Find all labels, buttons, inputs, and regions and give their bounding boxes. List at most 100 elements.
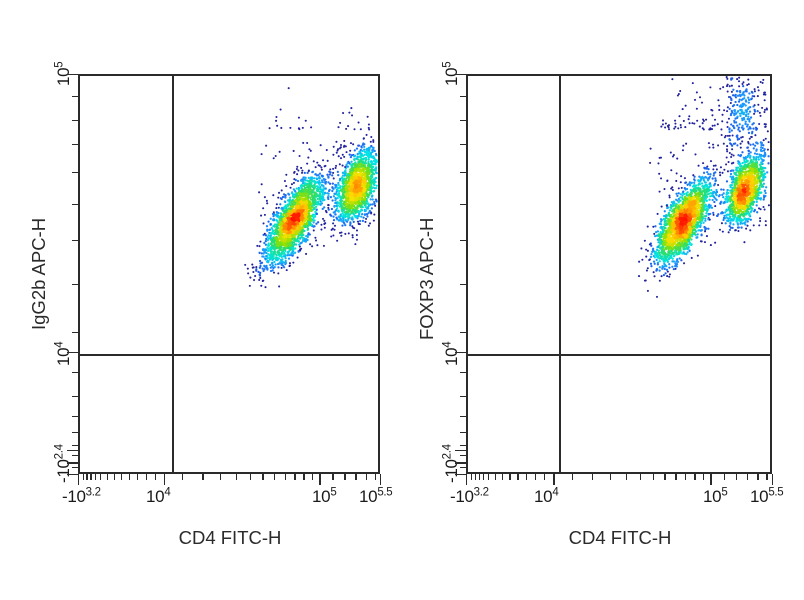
- x-axis-minor-tick: [478, 474, 480, 480]
- y-axis-minor-tick: [72, 240, 78, 242]
- y-axis-minor-tick: [72, 96, 78, 98]
- y-axis-major-tick: [67, 449, 78, 452]
- x-axis-minor-tick: [702, 474, 705, 480]
- y-axis-minor-tick: [460, 120, 466, 122]
- y-axis-minor-tick: [460, 454, 466, 457]
- x-axis-minor-tick: [664, 474, 666, 480]
- x-axis-minor-tick: [509, 474, 511, 480]
- x-axis-minor-tick: [534, 474, 537, 480]
- x-axis-minor-tick: [652, 474, 654, 480]
- y-axis-minor-tick: [460, 396, 466, 398]
- x-axis-minor-tick: [571, 474, 573, 480]
- x-axis-minor-tick: [303, 474, 305, 480]
- x-axis-minor-tick: [694, 474, 696, 480]
- y-axis-minor-tick: [460, 144, 466, 146]
- x-axis-minor-tick: [502, 474, 504, 480]
- x-axis-minor-tick: [355, 474, 357, 480]
- x-axis-minor-tick: [182, 474, 184, 480]
- scatter-plot-area-left[interactable]: [78, 74, 380, 474]
- y-axis-minor-tick: [72, 372, 78, 374]
- y-axis-minor-tick: [72, 396, 78, 398]
- y-axis-minor-tick: [460, 172, 466, 174]
- y-axis-minor-tick: [72, 432, 78, 434]
- y-axis-minor-tick: [460, 332, 466, 334]
- x-axis-minor-tick: [482, 474, 485, 480]
- y-axis-major-tick: [455, 73, 466, 76]
- x-tick-label-right-1e5: 105: [703, 486, 728, 506]
- y-axis-minor-tick: [72, 204, 78, 206]
- x-axis-minor-tick: [474, 474, 476, 480]
- x-axis-minor-tick: [470, 474, 472, 480]
- x-axis-minor-tick: [235, 474, 237, 480]
- x-axis-minor-tick: [757, 474, 759, 480]
- scatter-dots-left: [244, 87, 378, 289]
- y-axis-minor-tick: [460, 96, 466, 98]
- x-axis-major-tick: [379, 474, 382, 485]
- x-axis-minor-tick: [262, 474, 264, 480]
- y-axis-minor-tick: [72, 467, 78, 469]
- y-tick-label-left-1e4: 104: [53, 341, 73, 366]
- x-tick-label-left-1e5.5: 105.5: [359, 486, 393, 506]
- x-axis-minor-tick: [592, 474, 594, 480]
- x-axis-minor-tick: [495, 474, 497, 480]
- y-axis-minor-tick: [72, 284, 78, 286]
- x-axis-title-right: CD4 FITC-H: [568, 527, 672, 548]
- y-axis-major-tick: [67, 473, 78, 476]
- quadrant-gate-vertical-right[interactable]: [559, 76, 561, 472]
- x-axis-minor-tick: [284, 474, 286, 480]
- x-axis-minor-tick: [154, 474, 156, 480]
- x-axis-minor-tick: [120, 474, 123, 480]
- plot-panel-left: IgG2b APC-H 105 104 -102.4 -103.2 104 10…: [28, 62, 393, 548]
- x-axis-minor-tick: [106, 474, 108, 480]
- x-axis-minor-tick: [517, 474, 519, 480]
- plot-panel-right: FOXP3 APC-H 105 104 -102.4 -103.2 104 10…: [388, 0, 790, 600]
- x-axis-minor-tick: [374, 474, 376, 480]
- y-axis-major-tick: [67, 351, 78, 354]
- y-axis-major-tick: [455, 462, 466, 465]
- scatter-dots-right: [637, 76, 770, 298]
- y-axis-minor-tick: [460, 432, 466, 434]
- quadrant-gate-vertical-left[interactable]: [172, 76, 174, 472]
- x-tick-label-left-neg1e3.2: -103.2: [62, 486, 101, 506]
- y-axis-minor-tick: [460, 467, 466, 469]
- x-axis-major-tick: [77, 474, 80, 485]
- x-axis-minor-tick: [311, 474, 314, 480]
- scatter-plot-area-right[interactable]: [466, 74, 772, 474]
- y-axis-title-right: FOXP3 APC-H: [416, 217, 437, 340]
- x-axis-minor-tick: [82, 474, 84, 480]
- x-tick-label-left-1e5: 105: [312, 486, 337, 506]
- x-axis-minor-tick: [294, 474, 296, 480]
- y-axis-major-tick: [67, 462, 78, 465]
- x-axis-minor-tick: [746, 474, 749, 480]
- x-axis-minor-tick: [137, 474, 139, 480]
- y-axis-minor-tick: [72, 120, 78, 122]
- quadrant-gate-horizontal-right[interactable]: [468, 354, 770, 356]
- x-axis-minor-tick: [249, 474, 251, 480]
- y-axis-minor-tick: [460, 445, 466, 447]
- x-axis-minor-tick: [723, 474, 725, 480]
- x-axis-minor-tick: [113, 474, 115, 480]
- x-axis-minor-tick: [543, 474, 546, 480]
- x-axis-minor-tick: [273, 474, 275, 480]
- quadrant-gate-horizontal-left[interactable]: [80, 354, 378, 356]
- y-axis-minor-tick: [72, 172, 78, 174]
- x-axis-minor-tick: [625, 474, 628, 480]
- y-axis-minor-tick: [460, 240, 466, 242]
- y-axis-major-tick: [455, 473, 466, 476]
- x-axis-minor-tick: [145, 474, 148, 480]
- x-axis-minor-tick: [202, 474, 204, 480]
- y-axis-minor-tick: [72, 416, 78, 418]
- x-axis-minor-tick: [99, 474, 102, 480]
- x-axis-minor-tick: [525, 474, 528, 480]
- y-axis-major-tick: [67, 73, 78, 76]
- x-tick-label-right-1e5.5: 105.5: [750, 486, 784, 506]
- x-axis-minor-tick: [344, 474, 346, 480]
- x-axis-minor-tick: [639, 474, 642, 480]
- x-axis-major-tick: [319, 474, 321, 485]
- x-axis-minor-tick: [735, 474, 738, 480]
- x-axis-minor-tick: [128, 474, 131, 480]
- y-axis-minor-tick: [72, 144, 78, 146]
- x-axis-title-left: CD4 FITC-H: [178, 527, 282, 548]
- x-axis-major-tick: [710, 474, 713, 485]
